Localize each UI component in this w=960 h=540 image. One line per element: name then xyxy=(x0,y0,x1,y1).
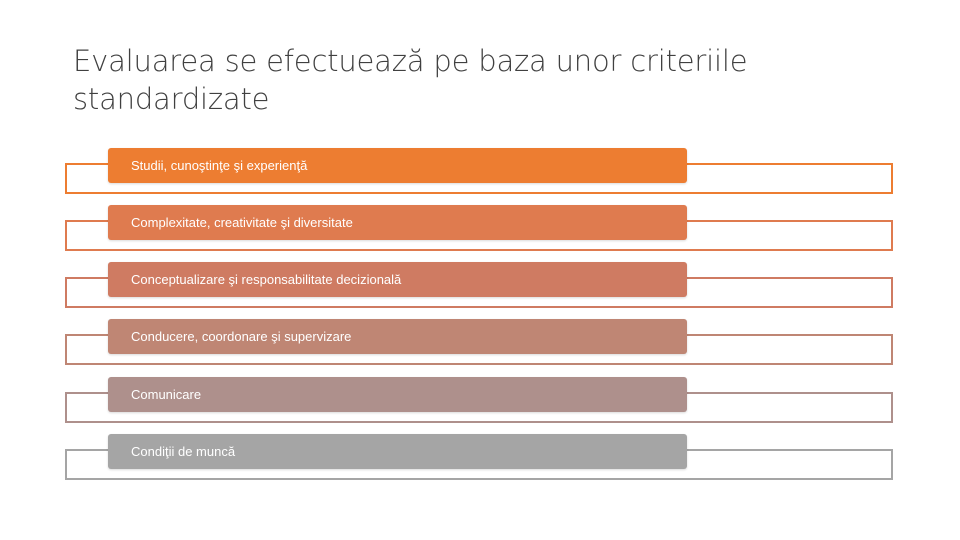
criteria-row: Conceptualizare şi responsabilitate deci… xyxy=(0,262,960,322)
criteria-bar: Studii, cunoştinţe şi experienţă xyxy=(108,148,687,183)
criteria-row: Studii, cunoştinţe şi experienţă xyxy=(0,148,960,208)
criteria-bar: Conceptualizare şi responsabilitate deci… xyxy=(108,262,687,297)
criteria-bar: Complexitate, creativitate şi diversitat… xyxy=(108,205,687,240)
criteria-row: Complexitate, creativitate şi diversitat… xyxy=(0,205,960,265)
criteria-bar: Conducere, coordonare şi supervizare xyxy=(108,319,687,354)
criteria-bar: Comunicare xyxy=(108,377,687,412)
criteria-row: Condiţii de muncă xyxy=(0,434,960,494)
criteria-row: Comunicare xyxy=(0,377,960,437)
criteria-row: Conducere, coordonare şi supervizare xyxy=(0,319,960,379)
criteria-bar: Condiţii de muncă xyxy=(108,434,687,469)
slide-title: Evaluarea se efectuează pe baza unor cri… xyxy=(73,44,748,116)
